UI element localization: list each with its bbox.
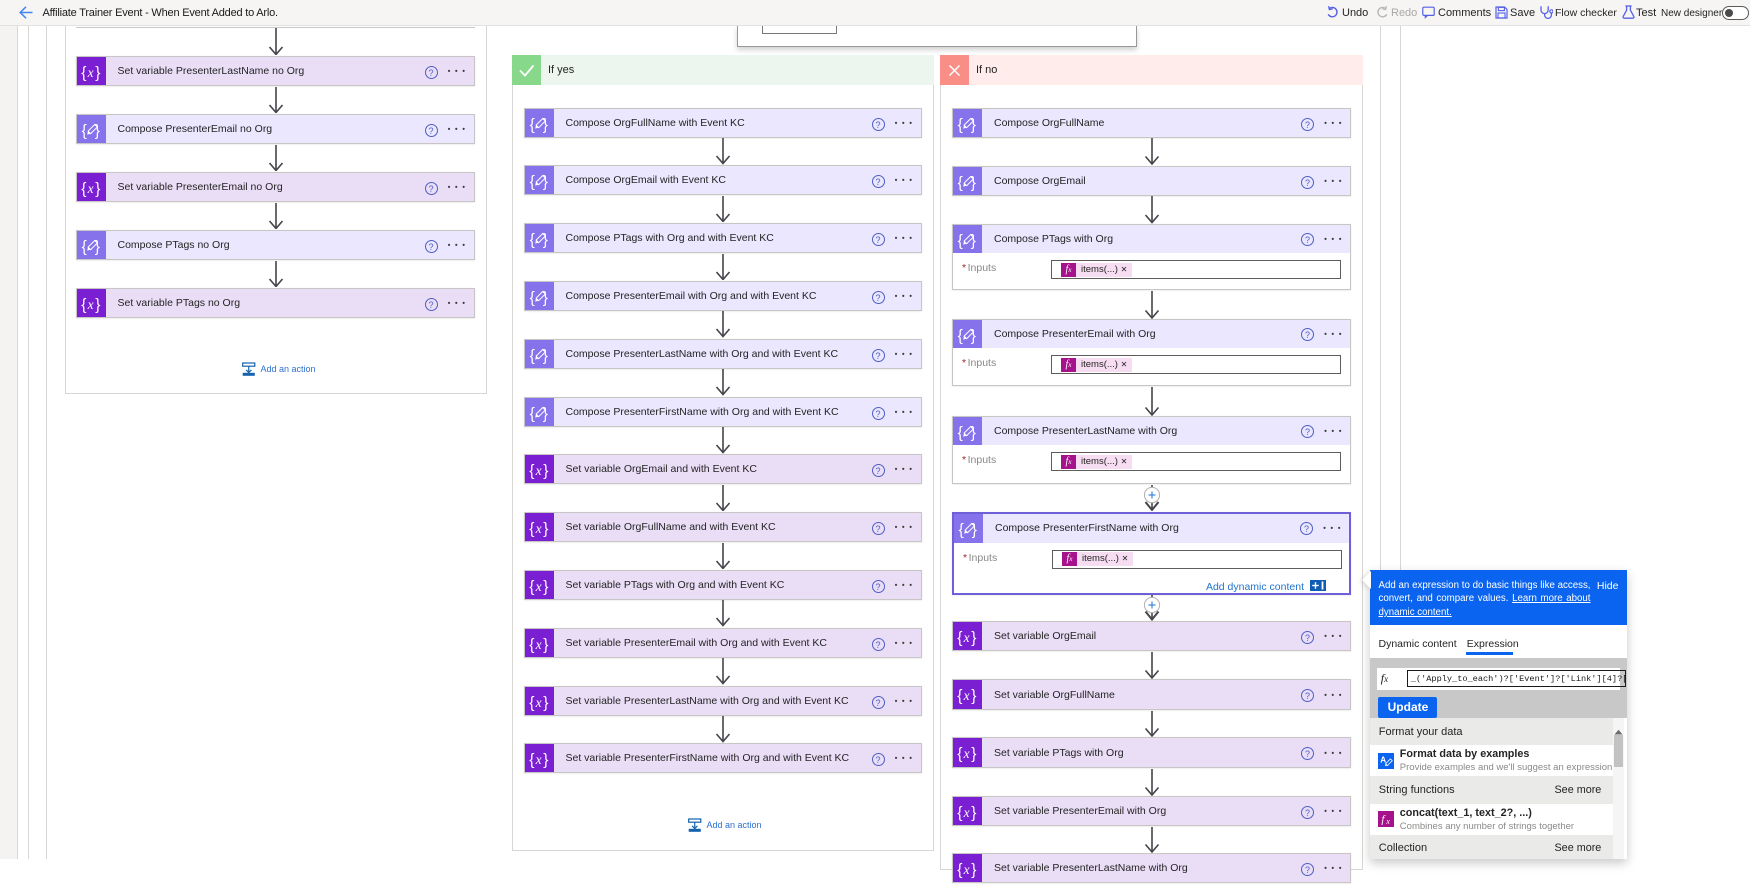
svg-text:{: { bbox=[958, 328, 963, 345]
svg-text:x: x bbox=[963, 630, 970, 645]
svg-text:}: } bbox=[542, 232, 547, 249]
svg-text:{: { bbox=[529, 752, 534, 769]
svg-text:x: x bbox=[534, 694, 541, 709]
svg-text:}: } bbox=[95, 65, 100, 82]
svg-text:{: { bbox=[957, 630, 962, 647]
svg-text:{: { bbox=[81, 239, 86, 256]
svg-text:}: } bbox=[542, 347, 547, 364]
svg-text:}: } bbox=[543, 463, 548, 480]
svg-text:}: } bbox=[971, 116, 976, 133]
svg-text:}: } bbox=[542, 174, 547, 191]
svg-text:}: } bbox=[95, 297, 100, 314]
svg-text:}: } bbox=[94, 123, 99, 140]
svg-text:{: { bbox=[958, 233, 963, 250]
svg-text:}: } bbox=[542, 116, 547, 133]
svg-text:{: { bbox=[957, 862, 962, 879]
svg-text:{: { bbox=[529, 463, 534, 480]
svg-text:{: { bbox=[81, 181, 86, 198]
svg-text:}: } bbox=[95, 181, 100, 198]
svg-text:{: { bbox=[957, 688, 962, 705]
svg-text:{: { bbox=[529, 521, 534, 538]
svg-text:}: } bbox=[971, 688, 976, 705]
svg-text:}: } bbox=[971, 328, 976, 345]
svg-text:{: { bbox=[959, 521, 964, 538]
svg-text:x: x bbox=[963, 688, 970, 703]
svg-text:}: } bbox=[971, 630, 976, 647]
svg-text:x: x bbox=[534, 752, 541, 767]
svg-text:x: x bbox=[963, 746, 970, 761]
svg-text:x: x bbox=[963, 805, 970, 820]
svg-text:}: } bbox=[543, 694, 548, 711]
svg-text:}: } bbox=[543, 578, 548, 595]
svg-text:}: } bbox=[971, 862, 976, 879]
svg-text:x: x bbox=[963, 862, 970, 877]
svg-text:x: x bbox=[86, 297, 93, 312]
svg-text:x: x bbox=[86, 181, 93, 196]
svg-text:{: { bbox=[529, 636, 534, 653]
svg-text:{: { bbox=[81, 297, 86, 314]
svg-text:{: { bbox=[957, 805, 962, 822]
svg-text:}: } bbox=[972, 521, 977, 538]
svg-text:}: } bbox=[971, 174, 976, 191]
svg-text:{: { bbox=[81, 65, 86, 82]
svg-text:x: x bbox=[534, 636, 541, 651]
svg-text:x: x bbox=[534, 463, 541, 478]
svg-text:A: A bbox=[1380, 755, 1386, 764]
svg-text:{: { bbox=[958, 116, 963, 133]
svg-text:}: } bbox=[543, 636, 548, 653]
svg-text:{: { bbox=[529, 347, 534, 364]
svg-text:x: x bbox=[86, 65, 93, 80]
svg-text:{: { bbox=[529, 578, 534, 595]
svg-text:}: } bbox=[542, 405, 547, 422]
svg-text:f: f bbox=[1381, 814, 1386, 826]
svg-text:}: } bbox=[971, 746, 976, 763]
svg-text:}: } bbox=[542, 289, 547, 306]
svg-text:{: { bbox=[958, 174, 963, 191]
svg-text:x: x bbox=[534, 521, 541, 536]
svg-text:{: { bbox=[958, 425, 963, 442]
svg-text:{: { bbox=[81, 123, 86, 140]
svg-text:x: x bbox=[534, 579, 541, 594]
svg-text:{: { bbox=[529, 694, 534, 711]
svg-text:}: } bbox=[94, 239, 99, 256]
svg-text:}: } bbox=[971, 425, 976, 442]
svg-text:}: } bbox=[971, 805, 976, 822]
svg-text:{: { bbox=[529, 405, 534, 422]
svg-text:}: } bbox=[971, 233, 976, 250]
svg-text:{: { bbox=[529, 174, 534, 191]
svg-text:}: } bbox=[543, 521, 548, 538]
svg-text:}: } bbox=[543, 752, 548, 769]
svg-text:x: x bbox=[1385, 817, 1390, 826]
svg-text:{: { bbox=[529, 116, 534, 133]
svg-text:{: { bbox=[529, 289, 534, 306]
svg-text:{: { bbox=[957, 746, 962, 763]
svg-text:{: { bbox=[529, 232, 534, 249]
